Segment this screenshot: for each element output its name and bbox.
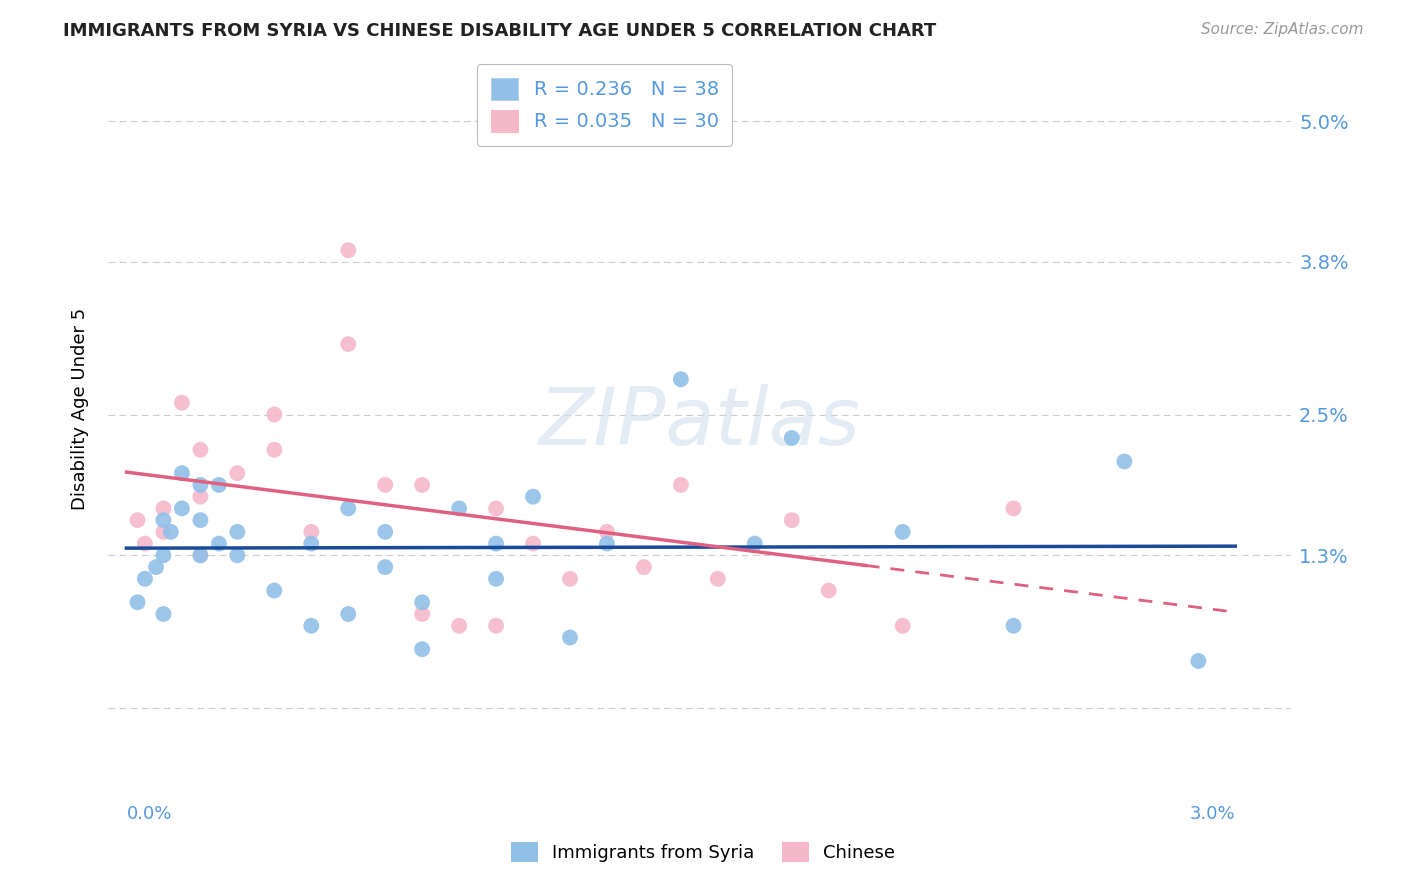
Point [337,607,360,621]
Point [226,524,249,539]
Point [152,549,174,563]
Point [226,549,249,563]
Point [485,619,508,633]
Point [337,337,360,351]
Point [190,442,212,457]
Point [522,536,544,550]
Point [891,619,914,633]
Point [208,536,231,550]
Point [817,583,839,598]
Point [208,478,231,492]
Point [669,372,692,386]
Point [145,560,167,574]
Point [374,560,396,574]
Point [558,572,581,586]
Legend: Immigrants from Syria, Chinese: Immigrants from Syria, Chinese [503,834,903,870]
Point [337,501,360,516]
Point [134,572,156,586]
Point [127,595,149,609]
Point [152,524,174,539]
Legend: R = 0.236   N = 38, R = 0.035   N = 30: R = 0.236 N = 38, R = 0.035 N = 30 [477,64,733,146]
Point [263,583,285,598]
Point [669,478,692,492]
Point [134,536,156,550]
Point [485,536,508,550]
Text: 3.0%: 3.0% [1189,805,1236,823]
Point [780,431,803,445]
Point [170,501,193,516]
Text: ZIPatlas: ZIPatlas [538,384,860,462]
Point [263,408,285,422]
Point [485,501,508,516]
Point [707,572,730,586]
Point [299,619,322,633]
Point [596,524,619,539]
Point [152,607,174,621]
Point [190,513,212,527]
Point [152,501,174,516]
Point [159,524,181,539]
Point [891,524,914,539]
Point [485,572,508,586]
Point [263,442,285,457]
Point [1187,654,1209,668]
Point [596,536,619,550]
Text: IMMIGRANTS FROM SYRIA VS CHINESE DISABILITY AGE UNDER 5 CORRELATION CHART: IMMIGRANTS FROM SYRIA VS CHINESE DISABIL… [63,22,936,40]
Point [190,490,212,504]
Point [337,243,360,257]
Point [744,536,766,550]
Point [170,396,193,410]
Point [411,478,433,492]
Point [449,501,471,516]
Point [127,513,149,527]
Point [374,478,396,492]
Point [558,631,581,645]
Point [1002,619,1025,633]
Point [299,524,322,539]
Text: 0.0%: 0.0% [127,805,172,823]
Point [780,513,803,527]
Point [170,466,193,480]
Point [411,607,433,621]
Point [190,549,212,563]
Point [449,619,471,633]
Point [1114,454,1136,468]
Point [633,560,655,574]
Point [374,524,396,539]
Point [226,466,249,480]
Point [190,478,212,492]
Point [190,549,212,563]
Point [411,595,433,609]
Point [299,536,322,550]
Point [522,490,544,504]
Point [152,513,174,527]
Point [1002,501,1025,516]
Y-axis label: Disability Age Under 5: Disability Age Under 5 [72,308,89,509]
Text: Source: ZipAtlas.com: Source: ZipAtlas.com [1201,22,1364,37]
Point [411,642,433,657]
